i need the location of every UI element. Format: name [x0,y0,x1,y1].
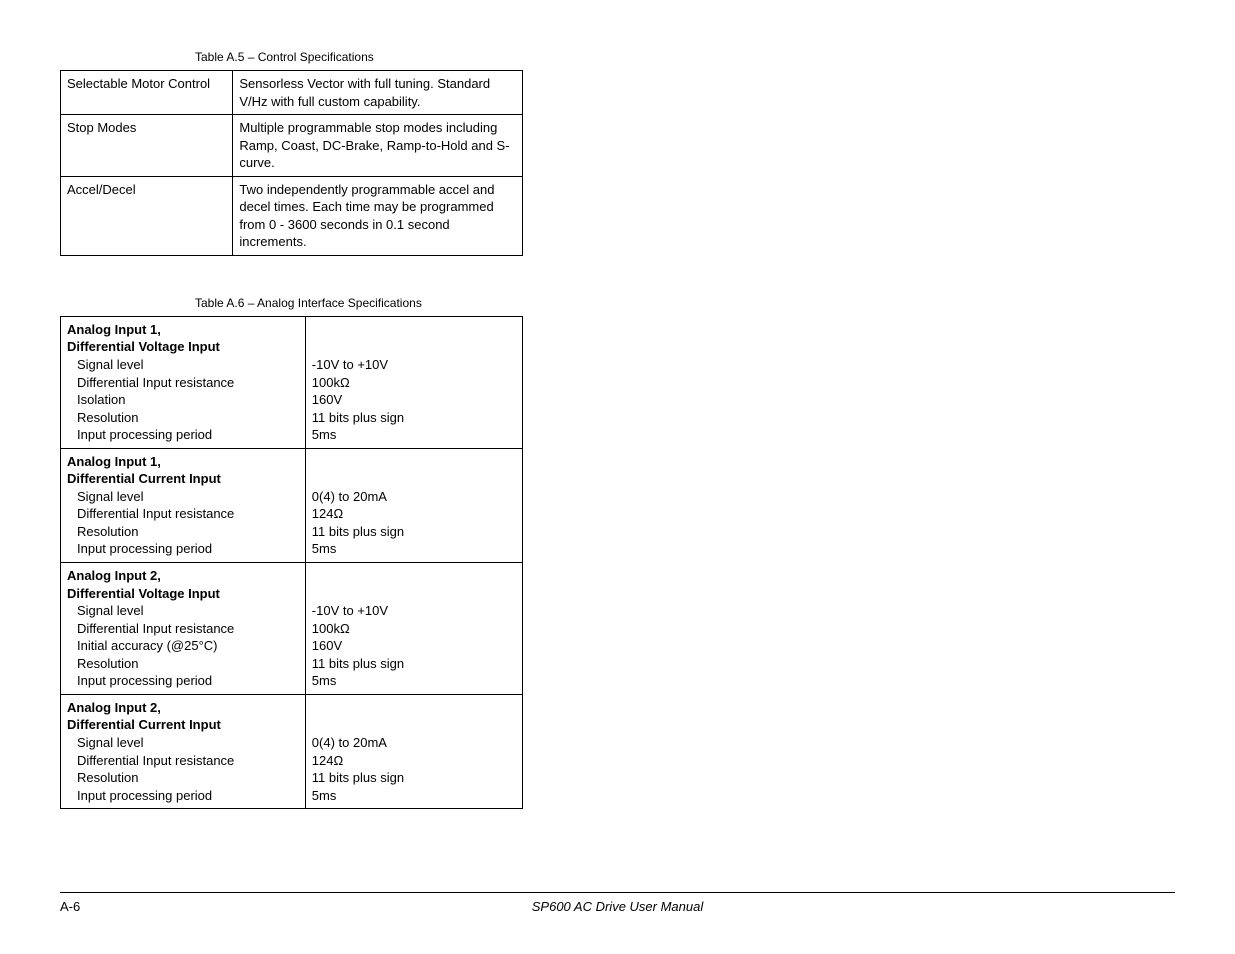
spec-label: Differential Input resistance [67,752,299,770]
section-header: Analog Input 1, [67,321,299,339]
section-header: Differential Voltage Input [67,585,299,603]
spec-value: 5ms [312,426,516,444]
section-cell: Analog Input 2, Differential Current Inp… [61,694,306,808]
spec-value: 124Ω [312,505,516,523]
section-header: Differential Current Input [67,470,299,488]
spec-label: Initial accuracy (@25°C) [67,637,299,655]
spec-label: Input processing period [67,672,299,690]
spec-label: Isolation [67,391,299,409]
spec-value: -10V to +10V [312,356,516,374]
spec-value: 11 bits plus sign [312,409,516,427]
spec-value: 5ms [312,672,516,690]
spec-value: 5ms [312,787,516,805]
spec-label: Differential Input resistance [67,374,299,392]
spec-label: Signal level [67,488,299,506]
spec-label: Signal level [67,734,299,752]
manual-title: SP600 AC Drive User Manual [60,899,1175,914]
section-header: Analog Input 2, [67,567,299,585]
table-row: Stop Modes Multiple programmable stop mo… [61,115,523,177]
table-row: Analog Input 2, Differential Current Inp… [61,694,523,808]
spec-value: 5ms [312,540,516,558]
spec-label: Stop Modes [61,115,233,177]
spec-value: 11 bits plus sign [312,769,516,787]
table-a6-caption: Table A.6 – Analog Interface Specificati… [195,296,1175,310]
spec-value: Sensorless Vector with full tuning. Stan… [233,71,523,115]
spec-label: Differential Input resistance [67,620,299,638]
table-row: Accel/Decel Two independently programmab… [61,176,523,255]
spec-label: Input processing period [67,787,299,805]
spec-value: Two independently programmable accel and… [233,176,523,255]
table-row: Analog Input 2, Differential Voltage Inp… [61,563,523,695]
section-values: 0(4) to 20mA 124Ω 11 bits plus sign 5ms [305,448,522,562]
spec-label: Differential Input resistance [67,505,299,523]
section-header: Analog Input 1, [67,453,299,471]
spec-value: 0(4) to 20mA [312,488,516,506]
section-values: -10V to +10V 100kΩ 160V 11 bits plus sig… [305,563,522,695]
spec-value: 100kΩ [312,620,516,638]
spec-label: Selectable Motor Control [61,71,233,115]
section-header: Differential Current Input [67,716,299,734]
section-header: Differential Voltage Input [67,338,299,356]
spec-label: Resolution [67,523,299,541]
section-values: -10V to +10V 100kΩ 160V 11 bits plus sig… [305,316,522,448]
section-cell: Analog Input 2, Differential Voltage Inp… [61,563,306,695]
spec-label: Signal level [67,356,299,374]
spec-label: Input processing period [67,540,299,558]
spec-value: 160V [312,637,516,655]
spec-value: 124Ω [312,752,516,770]
table-row: Analog Input 1, Differential Voltage Inp… [61,316,523,448]
spec-value: 11 bits plus sign [312,523,516,541]
table-row: Selectable Motor Control Sensorless Vect… [61,71,523,115]
spec-value: -10V to +10V [312,602,516,620]
spec-label: Resolution [67,769,299,787]
table-a5: Selectable Motor Control Sensorless Vect… [60,70,523,256]
table-a6: Analog Input 1, Differential Voltage Inp… [60,316,523,809]
page-footer: A-6 SP600 AC Drive User Manual [60,892,1175,914]
document-page: Table A.5 – Control Specifications Selec… [0,0,1235,809]
spec-label: Resolution [67,409,299,427]
spec-label: Resolution [67,655,299,673]
spec-value: 160V [312,391,516,409]
spec-value: 0(4) to 20mA [312,734,516,752]
section-values: 0(4) to 20mA 124Ω 11 bits plus sign 5ms [305,694,522,808]
spec-value: 100kΩ [312,374,516,392]
table-a5-caption: Table A.5 – Control Specifications [195,50,1175,64]
table-row: Analog Input 1, Differential Current Inp… [61,448,523,562]
spec-label: Accel/Decel [61,176,233,255]
spec-value: Multiple programmable stop modes includi… [233,115,523,177]
section-cell: Analog Input 1, Differential Current Inp… [61,448,306,562]
spec-value: 11 bits plus sign [312,655,516,673]
section-cell: Analog Input 1, Differential Voltage Inp… [61,316,306,448]
spec-label: Input processing period [67,426,299,444]
section-header: Analog Input 2, [67,699,299,717]
spec-label: Signal level [67,602,299,620]
